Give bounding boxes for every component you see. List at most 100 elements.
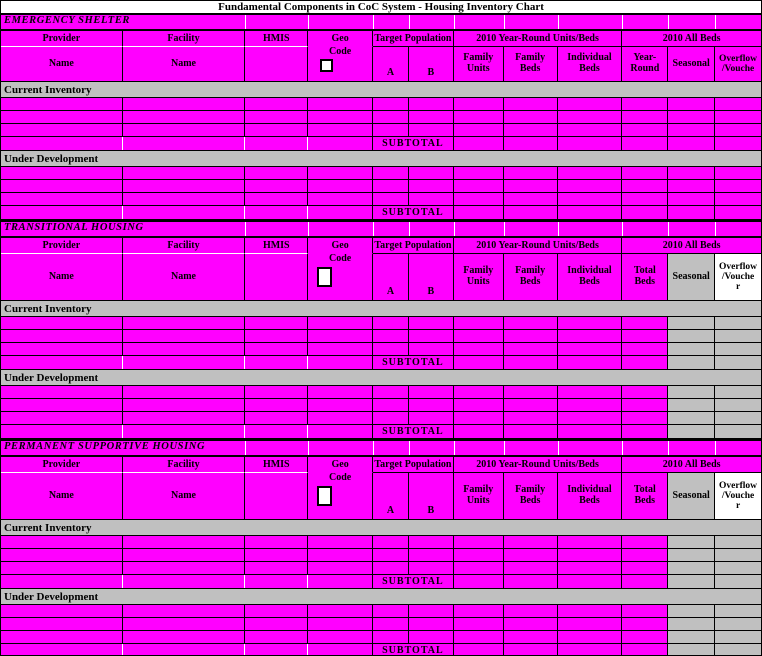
col-header-all-beds: 2010 All Beds bbox=[622, 457, 761, 473]
data-cell bbox=[1, 206, 123, 219]
data-cell bbox=[715, 644, 761, 655]
data-cell bbox=[1, 317, 123, 329]
hmis-blank-cell bbox=[245, 47, 309, 81]
data-cell bbox=[308, 386, 373, 398]
data-cell bbox=[373, 605, 409, 617]
spacer-cell bbox=[622, 222, 668, 236]
data-cell bbox=[504, 180, 558, 192]
data-cell bbox=[558, 330, 623, 342]
data-cell bbox=[409, 167, 454, 179]
data-cell bbox=[373, 343, 409, 355]
table-row bbox=[1, 317, 761, 330]
data-cell bbox=[715, 137, 761, 150]
col-header-facility: Facility bbox=[122, 31, 246, 47]
data-cell bbox=[1, 549, 123, 561]
geo-code-checkbox[interactable] bbox=[317, 266, 333, 287]
data-cell bbox=[308, 98, 373, 110]
data-cell bbox=[504, 631, 558, 643]
col-header-target-pop-a: A bbox=[373, 473, 409, 519]
data-cell bbox=[123, 180, 246, 192]
data-cell bbox=[715, 536, 761, 548]
col-header-overflow-voucher: Overflow /Vouche r bbox=[715, 254, 761, 300]
data-cell bbox=[373, 631, 409, 643]
data-cell bbox=[373, 180, 409, 192]
data-cell bbox=[715, 317, 761, 329]
data-cell bbox=[123, 549, 246, 561]
subsection-header-under-development: Under Development bbox=[1, 370, 761, 386]
col-header-geo: Geo bbox=[308, 238, 374, 254]
subtotal-cell: SUBTOTAL bbox=[373, 137, 454, 150]
data-cell bbox=[123, 330, 246, 342]
data-cell bbox=[558, 425, 623, 438]
data-cell bbox=[622, 180, 669, 192]
col-header-geo-code: Code bbox=[308, 254, 373, 300]
data-cell bbox=[558, 111, 623, 123]
col-header-individual-beds: Individual Beds bbox=[558, 254, 623, 300]
data-cell bbox=[123, 356, 246, 369]
data-cell bbox=[123, 137, 246, 150]
subtotal-cell: SUBTOTAL bbox=[373, 206, 454, 219]
data-cell bbox=[409, 330, 454, 342]
data-cell bbox=[308, 536, 373, 548]
col-header-family-beds: Family Beds bbox=[504, 254, 558, 300]
geo-code-checkbox[interactable] bbox=[317, 485, 333, 506]
data-cell bbox=[715, 631, 761, 643]
col-header-provider: Provider bbox=[1, 457, 123, 473]
data-cell bbox=[308, 425, 373, 438]
data-cell bbox=[622, 167, 669, 179]
data-cell bbox=[245, 180, 309, 192]
data-cell bbox=[622, 425, 669, 438]
data-cell bbox=[409, 386, 454, 398]
data-cell bbox=[454, 167, 504, 179]
section-title-row-emergency-shelter: EMERGENCY SHELTER bbox=[1, 15, 761, 31]
spacer-cell bbox=[503, 222, 558, 236]
data-cell bbox=[123, 343, 246, 355]
data-cell bbox=[1, 425, 123, 438]
spacer-cell bbox=[557, 15, 623, 29]
col-header-year-round-units-beds: 2010 Year-Round Units/Beds bbox=[453, 457, 623, 473]
col-header-year-round-beds: Year- Round bbox=[622, 47, 669, 81]
data-cell bbox=[409, 412, 454, 424]
spacer-cell bbox=[668, 15, 715, 29]
data-cell bbox=[668, 98, 716, 110]
data-cell bbox=[409, 562, 454, 574]
data-cell bbox=[409, 111, 454, 123]
data-cell bbox=[622, 343, 669, 355]
data-cell bbox=[308, 618, 373, 630]
data-cell bbox=[715, 98, 761, 110]
data-cell bbox=[715, 330, 761, 342]
data-cell bbox=[123, 618, 246, 630]
data-cell bbox=[1, 618, 123, 630]
subtotal-row: SUBTOTAL bbox=[1, 206, 761, 220]
subtotal-cell: SUBTOTAL bbox=[373, 644, 454, 655]
data-cell bbox=[409, 399, 454, 411]
data-cell bbox=[308, 549, 373, 561]
col-header-year-round-units-beds: 2010 Year-Round Units/Beds bbox=[453, 238, 623, 254]
data-cell bbox=[123, 167, 246, 179]
data-cell bbox=[409, 98, 454, 110]
data-cell bbox=[668, 124, 716, 136]
geo-code-checkbox[interactable] bbox=[320, 58, 334, 72]
col-header-provider-name: Name bbox=[1, 473, 123, 519]
data-cell bbox=[373, 193, 409, 205]
data-cell bbox=[622, 644, 669, 655]
data-cell bbox=[245, 562, 309, 574]
data-cell bbox=[308, 631, 373, 643]
data-cell bbox=[715, 356, 761, 369]
subtotal-row: SUBTOTAL bbox=[1, 425, 761, 439]
data-cell bbox=[245, 412, 309, 424]
data-cell bbox=[504, 644, 558, 655]
data-cell bbox=[715, 425, 761, 438]
data-cell bbox=[715, 167, 761, 179]
data-cell bbox=[558, 644, 623, 655]
data-cell bbox=[123, 206, 246, 219]
data-cell bbox=[558, 180, 623, 192]
data-cell bbox=[409, 124, 454, 136]
spacer-cell bbox=[408, 222, 454, 236]
data-cell bbox=[409, 605, 454, 617]
data-cell bbox=[409, 549, 454, 561]
col-header-hmis: HMIS bbox=[245, 457, 309, 473]
data-cell bbox=[409, 180, 454, 192]
data-cell bbox=[308, 356, 373, 369]
data-cell bbox=[504, 317, 558, 329]
